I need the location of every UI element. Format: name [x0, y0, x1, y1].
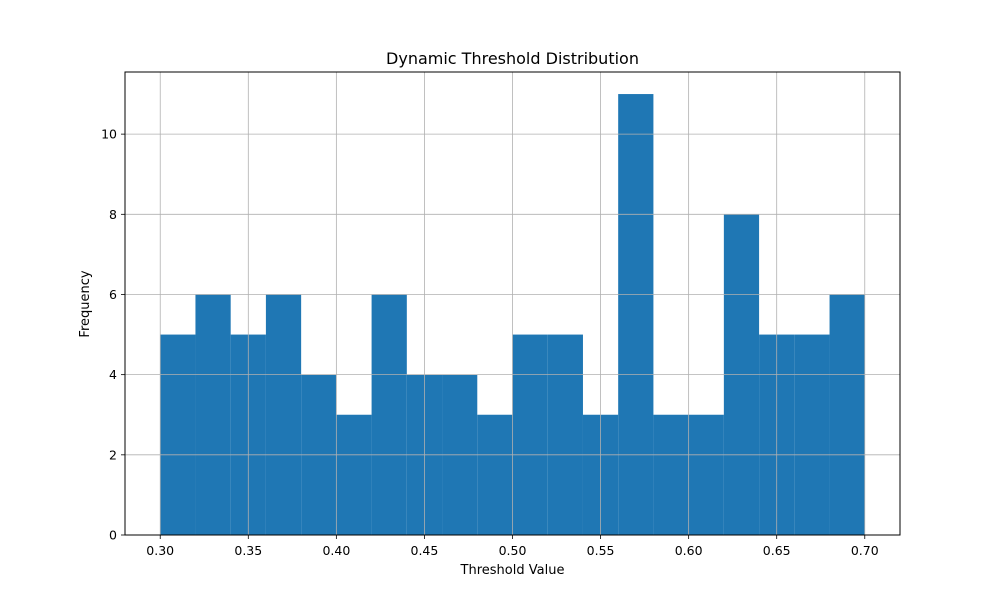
histogram-bar-2: [195, 294, 231, 535]
histogram-bar-19: [794, 334, 830, 535]
y-tick-label-2: 2: [109, 447, 117, 462]
y-tick-label-5: 8: [109, 207, 117, 222]
histogram-bar-6: [336, 414, 372, 535]
histogram-bar-1: [160, 334, 196, 535]
x-tick-label-5: 0.50: [499, 543, 527, 558]
histogram-bar-16: [688, 414, 724, 535]
histogram-bar-11: [512, 334, 548, 535]
histogram-bar-4: [265, 294, 302, 535]
x-tick-label-7: 0.60: [675, 543, 703, 558]
y-tick-label-4: 6: [109, 287, 117, 302]
x-tick-label-1: 0.30: [146, 543, 174, 558]
y-tick-label-6: 10: [101, 127, 117, 142]
histogram-bar-7: [371, 294, 407, 535]
histogram-bar-20: [829, 294, 865, 535]
y-tick-label-3: 4: [109, 367, 117, 382]
axis-ticks: 0.30 0.35 0.40 0.45 0.50 0.55 0.60 0.65 0.70 0 2 4 6…: [101, 127, 879, 558]
x-tick-label-8: 0.65: [763, 543, 791, 558]
histogram-bar-14: [618, 94, 654, 536]
x-tick-label-3: 0.40: [322, 543, 350, 558]
histogram-bar-10: [477, 414, 513, 535]
x-tick-label-6: 0.55: [587, 543, 615, 558]
x-axis-label: Threshold Value: [460, 563, 565, 578]
histogram-bar-12: [547, 334, 583, 535]
x-tick-label-4: 0.45: [411, 543, 439, 558]
histogram-bar-15: [653, 414, 689, 535]
x-tick-label-2: 0.35: [234, 543, 262, 558]
y-tick-label-1: 0: [109, 528, 117, 543]
chart-title: Dynamic Threshold Distribution: [386, 49, 639, 68]
x-tick-label-9: 0.70: [851, 543, 879, 558]
y-axis-label: Frequency: [78, 270, 93, 337]
bars-group: [160, 94, 865, 536]
